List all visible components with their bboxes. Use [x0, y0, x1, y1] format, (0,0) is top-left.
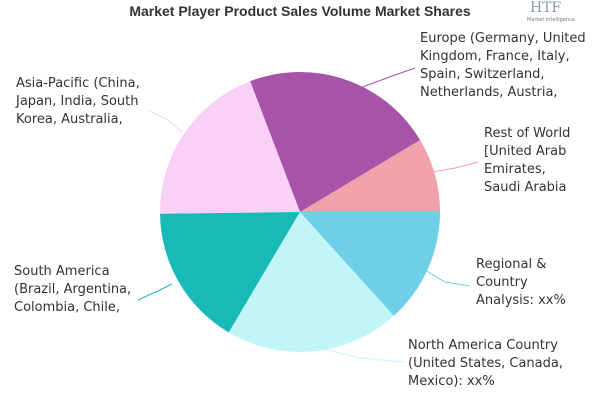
slice-label: North America Country (United States, Ca…: [408, 338, 563, 389]
leader-line: [137, 283, 173, 301]
slice-label: Asia-Pacific (China, Japan, India, South…: [16, 76, 140, 127]
logo-text: Market Intelligence: [527, 17, 575, 23]
leader-line: [147, 109, 183, 133]
slice-label: Rest of World [United Arab Emirates, Sau…: [484, 126, 571, 195]
pie-slice: [300, 212, 440, 316]
leader-line: [431, 161, 479, 173]
logo-mark: HTF: [530, 0, 562, 16]
pie-slice: [160, 212, 300, 333]
pie-slice: [159, 81, 300, 214]
pie-slice: [300, 139, 440, 212]
slice-label: South America (Brazil, Argentina, Colomb…: [14, 264, 132, 315]
slice-label: Regional & Country Analysis: xx%: [476, 257, 566, 308]
pie-slice: [228, 212, 394, 352]
leader-line: [424, 269, 471, 287]
leader-line: [319, 347, 405, 363]
chart-title: Market Player Product Sales Volume Marke…: [129, 3, 471, 19]
pie-slice: [250, 72, 421, 212]
leader-line: [359, 67, 416, 89]
slice-label: Europe (Germany, United Kingdom, France,…: [420, 31, 586, 100]
